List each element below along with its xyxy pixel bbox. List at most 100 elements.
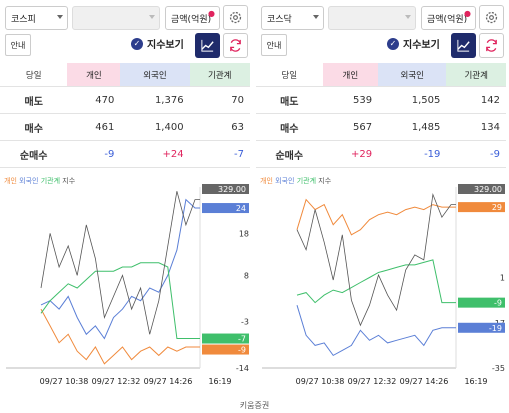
y-tick-label: -3 xyxy=(241,318,249,327)
row-label: 순매수 xyxy=(0,140,68,168)
line-chart-icon xyxy=(457,39,470,52)
end-value-label: 329.00 xyxy=(218,185,246,194)
cell-value: 134 xyxy=(446,113,506,141)
y-tick-label: 1 xyxy=(500,274,505,283)
index-toggle-label: 지수보기 xyxy=(147,40,184,51)
gear-icon xyxy=(485,11,498,24)
check-icon: ✓ xyxy=(387,37,399,50)
index-view-toggle[interactable]: ✓ 지수보기 xyxy=(387,36,440,51)
y-tick-label: 18 xyxy=(239,229,249,238)
line-chart-icon xyxy=(201,39,214,52)
end-value-label: 24 xyxy=(236,204,246,213)
col-header-individual: 개인 xyxy=(322,63,379,87)
legend-index: 지수 xyxy=(62,177,76,185)
table-row-buy: 매수 461 1,400 63 xyxy=(0,113,250,141)
guide-button[interactable]: 안내 xyxy=(5,34,31,56)
x-tick-label: 09/27 12:32 xyxy=(92,377,141,386)
series-line-individual xyxy=(296,198,456,236)
legend-institution: 기관계 xyxy=(40,177,61,185)
row-label: 매도 xyxy=(0,86,68,114)
cell-value: 142 xyxy=(446,86,506,114)
legend-individual: 개인 xyxy=(4,177,17,185)
x-tick-label: 09/27 14:26 xyxy=(400,377,449,386)
end-value-label: -7 xyxy=(238,335,246,344)
market-select[interactable]: 코스피 xyxy=(5,6,68,30)
cell-value: 470 xyxy=(67,86,121,114)
legend-foreign: 외국인 xyxy=(275,177,295,185)
end-value-badge xyxy=(202,333,249,344)
legend-institution: 기관계 xyxy=(296,177,317,185)
market-select[interactable]: 코스닥 xyxy=(261,6,324,30)
end-value-badge xyxy=(458,202,505,213)
col-header-date: 당일 xyxy=(0,63,68,87)
cell-value: 539 xyxy=(322,86,379,114)
required-star-icon: ● xyxy=(208,9,215,18)
refresh-icon xyxy=(486,39,497,52)
end-value-badge xyxy=(458,322,505,333)
market-select-value: 코스닥 xyxy=(267,14,292,25)
cell-value: 70 xyxy=(189,86,250,114)
x-tick-label: 16:19 xyxy=(464,377,487,386)
refresh-icon xyxy=(230,39,241,52)
cell-value: -19 xyxy=(378,140,447,168)
y-tick-label: 8 xyxy=(244,271,249,280)
series-line-foreign xyxy=(40,198,200,340)
row-label: 매도 xyxy=(256,86,323,114)
amount-select[interactable]: 금액(억원) ● xyxy=(165,6,220,30)
end-value-label: -9 xyxy=(238,346,246,355)
investor-table: 당일 개인 외국인 기관계 매도 470 1,376 70 매수 461 1,4… xyxy=(0,63,250,168)
table-row-buy: 매수 567 1,485 134 xyxy=(256,113,506,141)
legend-foreign: 외국인 xyxy=(19,177,39,185)
series-line-institution xyxy=(296,259,456,304)
row-label: 순매수 xyxy=(256,140,323,168)
chart-view-button[interactable] xyxy=(451,33,476,58)
index-view-toggle[interactable]: ✓ 지수보기 xyxy=(131,36,184,51)
chevron-down-icon xyxy=(313,15,319,19)
x-tick-label: 09/27 12:32 xyxy=(348,377,397,386)
amount-select-value: 금액(억원) xyxy=(427,14,468,25)
cell-value: 1,485 xyxy=(378,113,447,141)
cell-value: +24 xyxy=(120,140,190,168)
end-value-label: 329.00 xyxy=(474,185,502,194)
series-line-institution xyxy=(40,262,200,339)
col-header-date: 당일 xyxy=(256,63,323,87)
settings-button[interactable] xyxy=(479,5,504,30)
row-label: 매수 xyxy=(0,113,68,141)
cell-value: 461 xyxy=(67,113,121,141)
end-value-label: -9 xyxy=(494,299,502,308)
y-tick-label: -14 xyxy=(236,364,249,373)
settings-button[interactable] xyxy=(223,5,248,30)
guide-label: 안내 xyxy=(10,40,26,50)
cell-value: -9 xyxy=(446,140,506,168)
end-value-badge xyxy=(458,184,505,194)
col-header-institution: 기관계 xyxy=(189,63,250,87)
table-row-sell: 매도 539 1,505 142 xyxy=(256,86,506,114)
cell-value: -9 xyxy=(67,140,121,168)
end-value-badge xyxy=(202,184,249,194)
guide-button[interactable]: 안내 xyxy=(261,34,287,56)
legend-index: 지수 xyxy=(318,177,332,185)
cell-value: 1,505 xyxy=(378,86,447,114)
chevron-down-icon xyxy=(149,15,155,19)
y-tick-label: -35 xyxy=(492,364,505,373)
chart-view-button[interactable] xyxy=(195,33,220,58)
secondary-select[interactable] xyxy=(328,6,416,30)
chevron-down-icon xyxy=(405,15,411,19)
end-value-label: -19 xyxy=(489,324,502,333)
amount-select[interactable]: 금액(억원) ● xyxy=(421,6,476,30)
guide-label: 안내 xyxy=(266,40,282,50)
series-line-individual xyxy=(40,308,200,365)
cell-value: 63 xyxy=(189,113,250,141)
cell-value: 1,376 xyxy=(120,86,190,114)
footer-caption: 키움증권 xyxy=(239,401,270,410)
investor-panel-kosdaq: 코스닥 금액(억원) ● 안내 ✓ 지수보기 xyxy=(256,0,506,392)
refresh-button[interactable] xyxy=(479,33,504,58)
investor-table: 당일 개인 외국인 기관계 매도 539 1,505 142 매수 567 1,… xyxy=(256,63,506,168)
secondary-select[interactable] xyxy=(72,6,160,30)
series-line-foreign xyxy=(296,305,456,357)
col-header-foreign: 외국인 xyxy=(378,63,447,87)
refresh-button[interactable] xyxy=(223,33,248,58)
chevron-down-icon xyxy=(57,15,63,19)
